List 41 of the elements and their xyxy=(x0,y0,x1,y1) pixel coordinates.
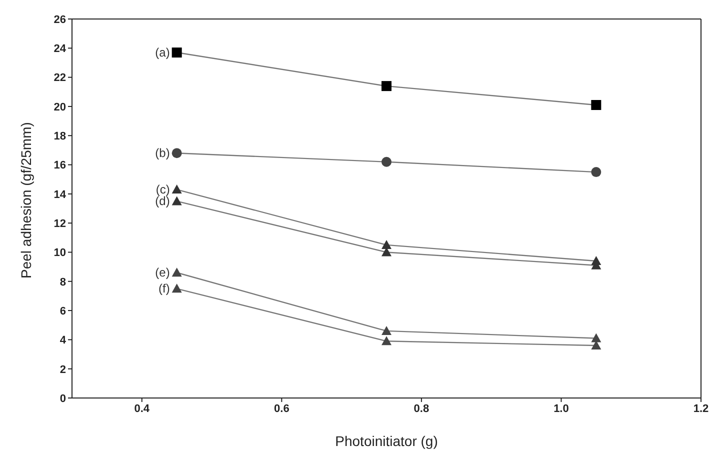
y-tick-label: 26 xyxy=(54,14,66,26)
point xyxy=(382,336,392,346)
point xyxy=(172,148,182,158)
series-label: (b) xyxy=(155,146,170,160)
point xyxy=(591,100,602,110)
y-tick-label: 22 xyxy=(54,72,66,84)
point xyxy=(172,196,182,206)
point xyxy=(172,284,182,293)
point xyxy=(591,167,602,178)
y-tick-label: 24 xyxy=(54,43,67,56)
y-tick-label: 12 xyxy=(54,218,66,230)
series-label: (a) xyxy=(155,46,170,60)
y-axis-title: Peel adhesion (gf/25mm) xyxy=(18,122,34,278)
y-tick-label: 0 xyxy=(60,392,66,405)
y-tick-label: 6 xyxy=(60,305,66,318)
point xyxy=(382,326,392,335)
x-axis-title: Photoinitiator (g) xyxy=(335,433,438,449)
point xyxy=(172,268,182,277)
point xyxy=(591,333,602,342)
point xyxy=(382,156,392,167)
y-tick-label: 14 xyxy=(54,188,67,201)
y-tick-label: 18 xyxy=(54,130,66,143)
y-tick-label: 10 xyxy=(54,247,66,260)
x-tick-label: 0.4 xyxy=(134,402,150,415)
y-tick-label: 16 xyxy=(54,160,66,172)
y-tick-label: 20 xyxy=(54,101,66,114)
point xyxy=(382,240,392,249)
y-tick-label: 2 xyxy=(60,364,66,376)
y-tick-label: 8 xyxy=(60,276,66,288)
point xyxy=(172,184,182,194)
x-tick-label: 0.8 xyxy=(414,402,430,415)
x-tick-label: 1.2 xyxy=(693,402,709,415)
point xyxy=(591,340,602,350)
point xyxy=(382,81,392,92)
x-tick-label: 1.0 xyxy=(554,402,569,415)
series-label: (f) xyxy=(158,282,170,296)
y-tick-label: 4 xyxy=(60,334,67,347)
series-label: (c) xyxy=(156,182,170,197)
x-tick-label: 0.6 xyxy=(274,402,290,415)
point xyxy=(172,48,182,58)
series-label: (e) xyxy=(155,266,170,280)
